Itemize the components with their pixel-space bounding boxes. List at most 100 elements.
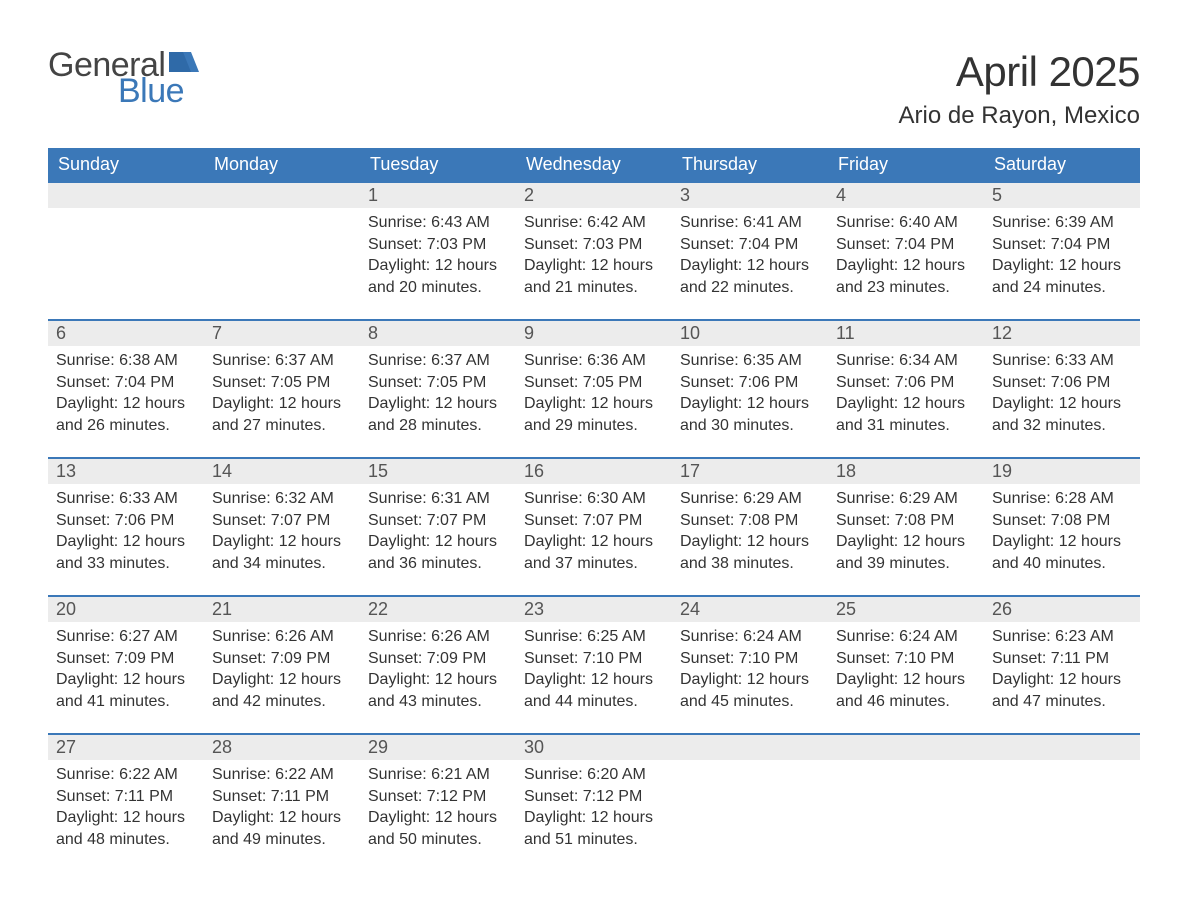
sunset-text: Sunset: 7:04 PM (56, 372, 196, 394)
day-detail: Sunrise: 6:20 AMSunset: 7:12 PMDaylight:… (516, 760, 672, 872)
sunrise-text: Sunrise: 6:33 AM (992, 350, 1132, 372)
sunset-text: Sunset: 7:06 PM (680, 372, 820, 394)
daylight-text: Daylight: 12 hours and 34 minutes. (212, 531, 352, 574)
sunrise-text: Sunrise: 6:22 AM (56, 764, 196, 786)
day-detail: Sunrise: 6:31 AMSunset: 7:07 PMDaylight:… (360, 484, 516, 596)
day-detail: Sunrise: 6:24 AMSunset: 7:10 PMDaylight:… (828, 622, 984, 734)
day-number: 17 (672, 458, 828, 484)
title-block: April 2025 Ario de Rayon, Mexico (899, 48, 1140, 130)
day-detail (984, 760, 1140, 872)
sunrise-text: Sunrise: 6:27 AM (56, 626, 196, 648)
day-detail: Sunrise: 6:27 AMSunset: 7:09 PMDaylight:… (48, 622, 204, 734)
daylight-text: Daylight: 12 hours and 36 minutes. (368, 531, 508, 574)
dayname-tue: Tuesday (360, 148, 516, 182)
daylight-text: Daylight: 12 hours and 43 minutes. (368, 669, 508, 712)
sunset-text: Sunset: 7:05 PM (368, 372, 508, 394)
daylight-text: Daylight: 12 hours and 23 minutes. (836, 255, 976, 298)
day-detail: Sunrise: 6:25 AMSunset: 7:10 PMDaylight:… (516, 622, 672, 734)
sunrise-text: Sunrise: 6:24 AM (836, 626, 976, 648)
day-number: 9 (516, 320, 672, 346)
sunrise-text: Sunrise: 6:41 AM (680, 212, 820, 234)
daylight-text: Daylight: 12 hours and 51 minutes. (524, 807, 664, 850)
sunset-text: Sunset: 7:05 PM (212, 372, 352, 394)
sunrise-text: Sunrise: 6:38 AM (56, 350, 196, 372)
sunset-text: Sunset: 7:08 PM (836, 510, 976, 532)
daylight-text: Daylight: 12 hours and 40 minutes. (992, 531, 1132, 574)
day-detail: Sunrise: 6:21 AMSunset: 7:12 PMDaylight:… (360, 760, 516, 872)
day-number: 28 (204, 734, 360, 760)
week-detail-row: Sunrise: 6:38 AMSunset: 7:04 PMDaylight:… (48, 346, 1140, 458)
sunrise-text: Sunrise: 6:23 AM (992, 626, 1132, 648)
daylight-text: Daylight: 12 hours and 45 minutes. (680, 669, 820, 712)
day-detail: Sunrise: 6:29 AMSunset: 7:08 PMDaylight:… (828, 484, 984, 596)
sunrise-text: Sunrise: 6:40 AM (836, 212, 976, 234)
sunset-text: Sunset: 7:06 PM (56, 510, 196, 532)
day-number: 24 (672, 596, 828, 622)
day-number: 23 (516, 596, 672, 622)
sunrise-text: Sunrise: 6:36 AM (524, 350, 664, 372)
day-detail (48, 208, 204, 320)
day-detail: Sunrise: 6:28 AMSunset: 7:08 PMDaylight:… (984, 484, 1140, 596)
day-detail: Sunrise: 6:37 AMSunset: 7:05 PMDaylight:… (360, 346, 516, 458)
day-number: 25 (828, 596, 984, 622)
day-detail: Sunrise: 6:29 AMSunset: 7:08 PMDaylight:… (672, 484, 828, 596)
sunset-text: Sunset: 7:11 PM (56, 786, 196, 808)
week-daynum-row: 20212223242526 (48, 596, 1140, 622)
day-number: 3 (672, 182, 828, 208)
sunrise-text: Sunrise: 6:28 AM (992, 488, 1132, 510)
sunset-text: Sunset: 7:06 PM (992, 372, 1132, 394)
daylight-text: Daylight: 12 hours and 49 minutes. (212, 807, 352, 850)
daylight-text: Daylight: 12 hours and 46 minutes. (836, 669, 976, 712)
day-number: 14 (204, 458, 360, 484)
daylight-text: Daylight: 12 hours and 27 minutes. (212, 393, 352, 436)
sunset-text: Sunset: 7:10 PM (680, 648, 820, 670)
sunrise-text: Sunrise: 6:25 AM (524, 626, 664, 648)
week-detail-row: Sunrise: 6:27 AMSunset: 7:09 PMDaylight:… (48, 622, 1140, 734)
day-detail: Sunrise: 6:40 AMSunset: 7:04 PMDaylight:… (828, 208, 984, 320)
page-title: April 2025 (899, 48, 1140, 96)
day-number (204, 182, 360, 208)
daylight-text: Daylight: 12 hours and 47 minutes. (992, 669, 1132, 712)
day-number: 27 (48, 734, 204, 760)
day-number: 4 (828, 182, 984, 208)
day-detail: Sunrise: 6:22 AMSunset: 7:11 PMDaylight:… (204, 760, 360, 872)
day-number: 15 (360, 458, 516, 484)
dayname-wed: Wednesday (516, 148, 672, 182)
daylight-text: Daylight: 12 hours and 20 minutes. (368, 255, 508, 298)
day-detail: Sunrise: 6:26 AMSunset: 7:09 PMDaylight:… (360, 622, 516, 734)
day-number: 16 (516, 458, 672, 484)
day-detail: Sunrise: 6:37 AMSunset: 7:05 PMDaylight:… (204, 346, 360, 458)
page-subtitle: Ario de Rayon, Mexico (899, 102, 1140, 130)
daylight-text: Daylight: 12 hours and 29 minutes. (524, 393, 664, 436)
day-detail: Sunrise: 6:41 AMSunset: 7:04 PMDaylight:… (672, 208, 828, 320)
daylight-text: Daylight: 12 hours and 33 minutes. (56, 531, 196, 574)
day-detail: Sunrise: 6:42 AMSunset: 7:03 PMDaylight:… (516, 208, 672, 320)
day-number: 21 (204, 596, 360, 622)
calendar-table: Sunday Monday Tuesday Wednesday Thursday… (48, 148, 1140, 872)
daylight-text: Daylight: 12 hours and 32 minutes. (992, 393, 1132, 436)
daylight-text: Daylight: 12 hours and 24 minutes. (992, 255, 1132, 298)
daylight-text: Daylight: 12 hours and 42 minutes. (212, 669, 352, 712)
day-detail: Sunrise: 6:36 AMSunset: 7:05 PMDaylight:… (516, 346, 672, 458)
sunrise-text: Sunrise: 6:26 AM (368, 626, 508, 648)
day-number: 1 (360, 182, 516, 208)
daylight-text: Daylight: 12 hours and 30 minutes. (680, 393, 820, 436)
sunset-text: Sunset: 7:04 PM (680, 234, 820, 256)
day-detail: Sunrise: 6:24 AMSunset: 7:10 PMDaylight:… (672, 622, 828, 734)
day-detail: Sunrise: 6:22 AMSunset: 7:11 PMDaylight:… (48, 760, 204, 872)
sunset-text: Sunset: 7:09 PM (56, 648, 196, 670)
daylight-text: Daylight: 12 hours and 26 minutes. (56, 393, 196, 436)
sunset-text: Sunset: 7:05 PM (524, 372, 664, 394)
week-detail-row: Sunrise: 6:43 AMSunset: 7:03 PMDaylight:… (48, 208, 1140, 320)
sunset-text: Sunset: 7:10 PM (524, 648, 664, 670)
daylight-text: Daylight: 12 hours and 44 minutes. (524, 669, 664, 712)
sunset-text: Sunset: 7:04 PM (836, 234, 976, 256)
day-detail (828, 760, 984, 872)
day-detail (204, 208, 360, 320)
daylight-text: Daylight: 12 hours and 50 minutes. (368, 807, 508, 850)
day-number: 20 (48, 596, 204, 622)
week-daynum-row: 13141516171819 (48, 458, 1140, 484)
day-detail: Sunrise: 6:35 AMSunset: 7:06 PMDaylight:… (672, 346, 828, 458)
sunset-text: Sunset: 7:09 PM (368, 648, 508, 670)
dayname-mon: Monday (204, 148, 360, 182)
